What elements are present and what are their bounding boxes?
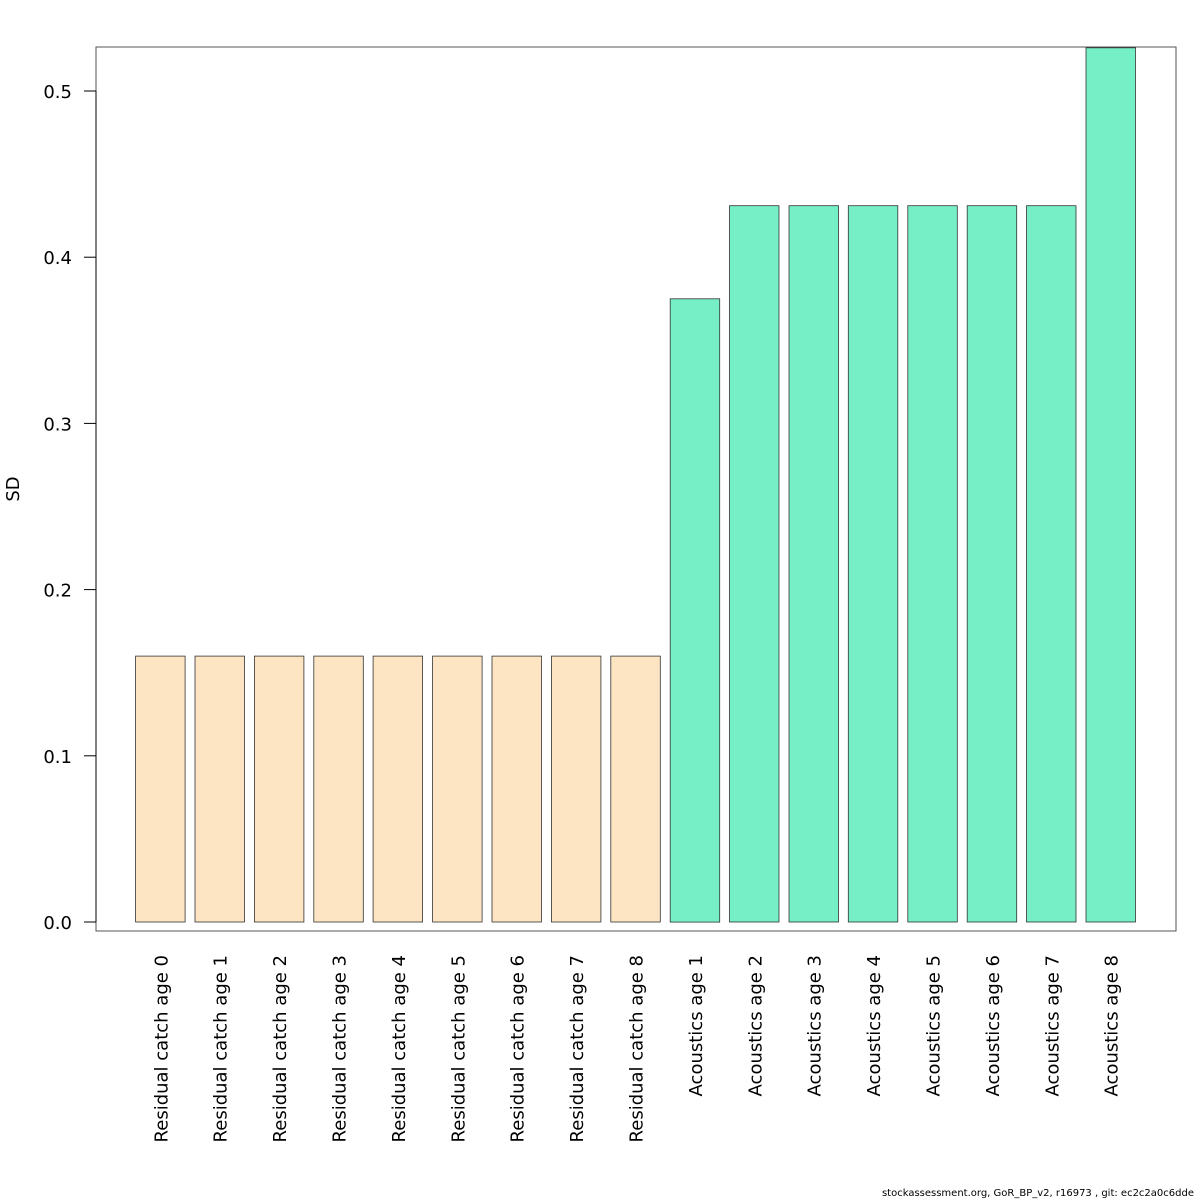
category-label-10: Acoustics age 1 [686, 955, 707, 1096]
category-label-7: Residual catch age 6 [508, 955, 529, 1142]
category-label-9: Residual catch age 8 [627, 955, 648, 1142]
category-label-6: Residual catch age 5 [448, 955, 469, 1142]
category-labels-group: Residual catch age 0 Residual catch age 1… [151, 955, 1122, 1142]
bar-11 [729, 205, 780, 923]
bar-13 [847, 205, 899, 923]
bar-5 [372, 655, 424, 923]
y-tick-label: 0.3 [43, 414, 72, 435]
bars-group [135, 47, 1136, 923]
category-label-2: Residual catch age 1 [211, 955, 232, 1142]
bar-4 [313, 655, 364, 923]
category-label-17: Acoustics age 8 [1102, 955, 1123, 1096]
bar-9 [610, 655, 661, 923]
category-label-1: Residual catch age 0 [151, 955, 172, 1142]
footer-credit: stockassessment.org, GoR_BP_v2, r16973 ,… [881, 1188, 1194, 1199]
category-label-4: Residual catch age 3 [330, 955, 351, 1142]
bar-7 [491, 655, 542, 923]
bar-6 [432, 655, 483, 923]
bar-15 [966, 205, 1018, 923]
y-tick-label: 0.2 [43, 581, 72, 602]
category-label-16: Acoustics age 7 [1042, 955, 1063, 1096]
y-tick-label: 0.0 [43, 913, 72, 934]
category-label-5: Residual catch age 4 [389, 955, 410, 1142]
bar-2 [194, 655, 245, 923]
y-tick-label: 0.4 [43, 248, 72, 269]
bar-17 [1085, 47, 1136, 923]
category-label-11: Acoustics age 2 [745, 955, 766, 1096]
category-label-12: Acoustics age 3 [805, 955, 826, 1096]
category-label-14: Acoustics age 5 [924, 955, 945, 1096]
category-label-13: Acoustics age 4 [864, 955, 885, 1096]
bar-14 [907, 205, 958, 923]
category-label-3: Residual catch age 2 [270, 955, 291, 1142]
category-label-8: Residual catch age 7 [567, 955, 588, 1142]
category-label-15: Acoustics age 6 [983, 955, 1004, 1096]
y-tick-label: 0.5 [43, 82, 72, 103]
bar-8 [551, 655, 602, 923]
bar-16 [1026, 205, 1077, 923]
bar-10 [669, 298, 721, 923]
bar-1 [135, 655, 186, 923]
y-tick-label: 0.1 [43, 747, 72, 768]
bar-3 [253, 655, 305, 923]
y-ticks-group: 0.0 0.1 0.2 0.3 0.4 0.5 [43, 82, 96, 934]
y-axis-label: SD [3, 476, 24, 501]
bar-12 [788, 205, 839, 923]
